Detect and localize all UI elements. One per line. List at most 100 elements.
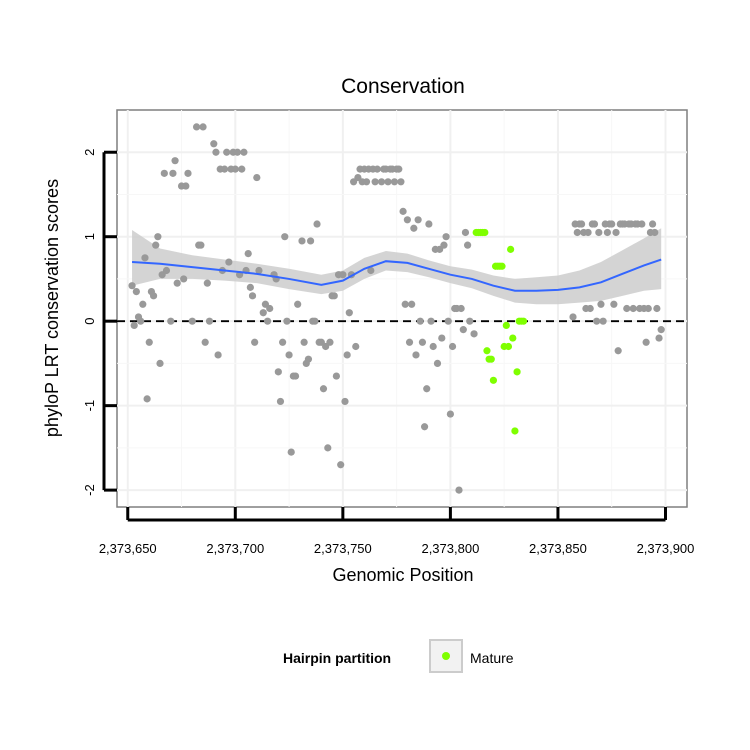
point-other-150	[569, 313, 577, 321]
point-other-185	[644, 304, 652, 313]
point-other-87	[332, 372, 340, 380]
point-other-32	[205, 317, 214, 325]
x-tick-label-5: 2,373,900	[637, 541, 695, 556]
point-other-10	[149, 292, 158, 300]
point-other-147	[464, 241, 472, 249]
x-tick-label-3: 2,373,800	[421, 541, 479, 556]
legend-key-mature-dot	[442, 652, 450, 660]
point-other-191	[657, 326, 665, 334]
point-other-107	[377, 178, 386, 186]
point-other-77	[311, 317, 319, 325]
point-other-145	[459, 326, 467, 334]
point-other-120	[405, 338, 414, 346]
point-other-148	[466, 317, 474, 325]
point-other-53	[253, 173, 261, 182]
point-other-16	[162, 266, 171, 275]
point-other-49	[244, 249, 252, 258]
point-other-119	[403, 216, 411, 224]
point-other-143	[455, 486, 463, 494]
point-other-96	[352, 342, 360, 351]
point-other-28	[197, 241, 205, 249]
point-mature-4	[481, 228, 489, 237]
chart-title: Conservation	[341, 75, 465, 98]
point-other-61	[274, 368, 282, 376]
point-other-110	[384, 178, 392, 186]
x-tick-label-2: 2,373,750	[314, 541, 372, 556]
point-other-133	[433, 359, 442, 368]
point-other-52	[251, 338, 259, 346]
point-other-39	[223, 148, 231, 156]
point-other-135	[438, 334, 446, 342]
point-other-162	[595, 228, 603, 237]
point-other-35	[214, 351, 222, 359]
point-other-54	[255, 266, 263, 275]
x-axis-title: Genomic Position	[332, 565, 473, 585]
confidence-band-area	[132, 228, 662, 305]
point-other-164	[599, 317, 607, 325]
point-other-17	[167, 317, 175, 325]
point-other-101	[362, 178, 371, 186]
point-other-12	[154, 233, 162, 241]
smooth-line	[131, 258, 662, 292]
point-other-127	[420, 423, 429, 431]
point-mature-19	[513, 368, 521, 376]
point-other-136	[440, 241, 448, 249]
point-other-25	[188, 317, 196, 325]
point-other-138	[444, 317, 452, 325]
point-other-125	[416, 317, 424, 325]
point-other-91	[341, 397, 349, 406]
point-other-161	[593, 317, 601, 325]
point-other-124	[414, 216, 422, 224]
point-other-47	[240, 148, 248, 156]
point-other-168	[608, 220, 616, 228]
legend-title: Hairpin partition	[283, 650, 391, 666]
point-mature-17	[509, 334, 517, 342]
point-other-11	[152, 241, 160, 249]
point-other-115	[395, 165, 403, 173]
point-other-63	[279, 338, 287, 346]
point-mature-8	[489, 376, 498, 384]
point-other-33	[210, 140, 218, 148]
x-tick-label-0: 2,373,650	[99, 541, 157, 556]
y-axis: -2 -1 0 1 2	[82, 149, 117, 496]
point-other-84	[326, 338, 334, 346]
point-other-118	[401, 300, 409, 308]
point-other-169	[610, 300, 618, 308]
point-other-113	[390, 178, 399, 186]
point-other-26	[192, 123, 201, 131]
point-other-187	[648, 220, 657, 228]
point-other-126	[418, 338, 427, 346]
point-other-189	[653, 304, 661, 313]
point-other-75	[306, 237, 315, 245]
point-other-58	[266, 304, 274, 313]
point-other-8	[145, 338, 153, 346]
point-other-182	[638, 220, 646, 228]
point-other-137	[442, 233, 450, 241]
point-other-34	[212, 148, 220, 156]
point-other-140	[448, 342, 457, 351]
point-other-83	[324, 444, 332, 452]
point-other-72	[300, 338, 308, 346]
point-other-160	[590, 220, 599, 228]
x-tick-label-1: 2,373,700	[206, 541, 264, 556]
point-other-129	[425, 220, 433, 228]
point-other-65	[283, 317, 291, 325]
point-other-152	[573, 228, 581, 237]
point-other-163	[597, 300, 605, 308]
point-other-7	[143, 395, 151, 403]
point-other-92	[343, 351, 351, 359]
y-tick-label-2: 0	[82, 318, 97, 325]
point-other-89	[337, 461, 345, 469]
point-other-149	[470, 330, 478, 338]
point-other-157	[584, 228, 592, 237]
point-other-38	[220, 165, 229, 173]
point-mature-22	[519, 317, 528, 325]
point-other-78	[313, 220, 321, 228]
point-other-188	[651, 228, 659, 237]
point-other-13	[156, 359, 164, 368]
point-mature-18	[511, 427, 519, 435]
y-tick-label-1: -1	[82, 400, 97, 412]
point-other-66	[285, 351, 293, 359]
y-axis-title: phyloP LRT conservation scores	[42, 179, 62, 437]
point-other-170	[612, 228, 620, 237]
